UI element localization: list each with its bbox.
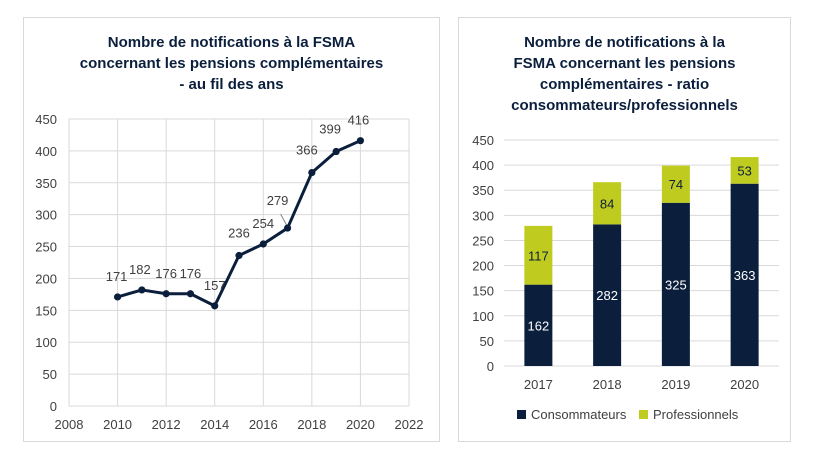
line-chart-y-tick-label: 250 <box>35 240 57 255</box>
line-chart-title-line-1: Nombre de notifications à la FSMA <box>107 34 356 51</box>
line-chart-data-label: 254 <box>252 216 274 231</box>
line-chart-data-label: 416 <box>348 113 370 128</box>
bar-professionnels <box>730 157 759 184</box>
line-chart-title: Nombre de notifications à la FSMA concer… <box>24 32 439 95</box>
bar-label-professionnels: 53 <box>737 163 751 178</box>
legend-professionnels-label: Professionnels <box>653 407 739 422</box>
line-chart-point <box>186 290 195 298</box>
line-chart-y-tick-label: 50 <box>43 367 57 382</box>
bar-label-professionnels: 74 <box>669 177 683 192</box>
legend-consommateurs-swatch <box>517 410 526 419</box>
bar-consommateurs <box>730 183 759 366</box>
bar-label-consommateurs: 363 <box>734 268 756 283</box>
line-chart-y-tick-label: 350 <box>35 176 57 191</box>
bar-chart-title-line-3: complémentaires - ratio <box>539 76 710 93</box>
bar-chart-y-tick-label: 350 <box>472 183 494 198</box>
bar-label-consommateurs: 282 <box>596 288 618 303</box>
bar-chart-y-tick-label: 50 <box>480 334 494 349</box>
line-chart-y-tick-label: 100 <box>35 335 57 350</box>
bar-chart-y-tick-label: 100 <box>472 309 494 324</box>
bar-professionnels <box>524 225 553 285</box>
line-chart-point <box>113 293 122 301</box>
line-chart-point <box>211 302 219 310</box>
line-chart-title-line-3: - au fil des ans <box>179 76 284 93</box>
bar-consommateurs <box>524 284 553 366</box>
bar-chart-y-tick-label: 400 <box>472 158 494 173</box>
line-chart-point <box>308 168 316 177</box>
line-chart-plot: 0 50 100 150 200 250 300 350 400 450 2008 2010 2012 2… <box>35 112 424 432</box>
bar-chart-x-tick-label: 2017 <box>524 377 553 392</box>
line-chart-point <box>356 137 365 145</box>
bar-chart-y-tick-label: 300 <box>472 208 494 223</box>
bar-chart-title: Nombre de notifications à la FSMA concer… <box>459 32 790 116</box>
line-chart-x-tick-label: 2014 <box>200 417 229 432</box>
bar-chart-x-tick-label: 2019 <box>661 377 690 392</box>
line-chart-x-tick-label: 2018 <box>297 417 326 432</box>
bar-label-consommateurs: 325 <box>665 277 687 292</box>
line-chart-panel: Nombre de notifications à la FSMA concer… <box>23 17 440 442</box>
line-chart-data-label: 279 <box>267 193 289 208</box>
line-chart-point <box>162 290 170 298</box>
line-chart-point <box>332 147 340 156</box>
line-chart-point <box>235 251 243 260</box>
bar-chart-y-tick-label: 250 <box>472 233 494 248</box>
bar-chart-y-tick-label: 0 <box>487 359 494 374</box>
bar-label-professionnels: 84 <box>600 196 614 211</box>
line-chart-title-line-2: concernant les pensions complémentaires <box>79 55 384 72</box>
legend-consommateurs-label: Consommateurs <box>531 407 627 422</box>
bar-chart-title-line-4: consommateurs/professionnels <box>511 97 738 114</box>
bar-chart-title-line-1: Nombre de notifications à la <box>524 34 725 51</box>
line-chart-data-label: 176 <box>180 266 202 281</box>
bar-professionnels <box>661 165 690 203</box>
line-chart-x-tick-label: 2012 <box>152 417 181 432</box>
bar-chart-x-tick-label: 2020 <box>730 377 759 392</box>
line-chart-x-tick-label: 2008 <box>55 417 84 432</box>
line-chart-series-line <box>117 139 362 308</box>
line-chart-x-tick-label: 2010 <box>103 417 132 432</box>
line-chart-y-tick-label: 0 <box>50 399 57 414</box>
bar-consommateurs <box>661 202 690 366</box>
bar-consommateurs <box>593 224 622 366</box>
line-chart-data-label: 157 <box>204 278 226 293</box>
line-chart-y-tick-label: 450 <box>35 112 57 127</box>
bar-chart-plot: 0 50 100 150 200 250 300 350 400 450 162 117 2017 282… <box>472 133 779 422</box>
line-chart-point <box>138 286 146 294</box>
line-chart-point <box>259 240 267 248</box>
bar-label-consommateurs: 162 <box>528 318 550 333</box>
line-chart-x-tick-label: 2020 <box>346 417 375 432</box>
line-chart-data-label: 176 <box>155 266 177 281</box>
legend-professionnels-swatch <box>639 410 648 419</box>
line-chart-x-tick-label: 2016 <box>249 417 278 432</box>
bar-chart-y-tick-label: 200 <box>472 259 494 274</box>
line-chart-y-tick-label: 400 <box>35 144 57 159</box>
line-chart-data-label: 399 <box>319 122 341 137</box>
line-chart-data-label: 182 <box>129 262 151 277</box>
bar-chart-panel: Nombre de notifications à la FSMA concer… <box>458 17 791 442</box>
line-chart-y-tick-label: 300 <box>35 208 57 223</box>
bar-chart-title-line-2: FSMA concernant les pensions <box>513 55 736 72</box>
bar-chart-y-tick-label: 150 <box>472 284 494 299</box>
line-chart-y-tick-label: 150 <box>35 303 57 318</box>
line-chart-data-label: 171 <box>106 269 128 284</box>
bar-label-professionnels: 117 <box>528 248 549 263</box>
line-chart-point <box>283 224 292 232</box>
line-chart-label-leader <box>280 213 288 226</box>
bar-professionnels <box>593 182 622 225</box>
line-chart-data-label: 236 <box>228 225 250 240</box>
line-chart-x-tick-label: 2022 <box>395 417 424 432</box>
line-chart-data-label: 366 <box>296 143 318 158</box>
bar-chart-y-tick-label: 450 <box>472 133 494 148</box>
bar-chart-x-tick-label: 2018 <box>593 377 622 392</box>
line-chart-y-tick-label: 200 <box>35 271 57 286</box>
